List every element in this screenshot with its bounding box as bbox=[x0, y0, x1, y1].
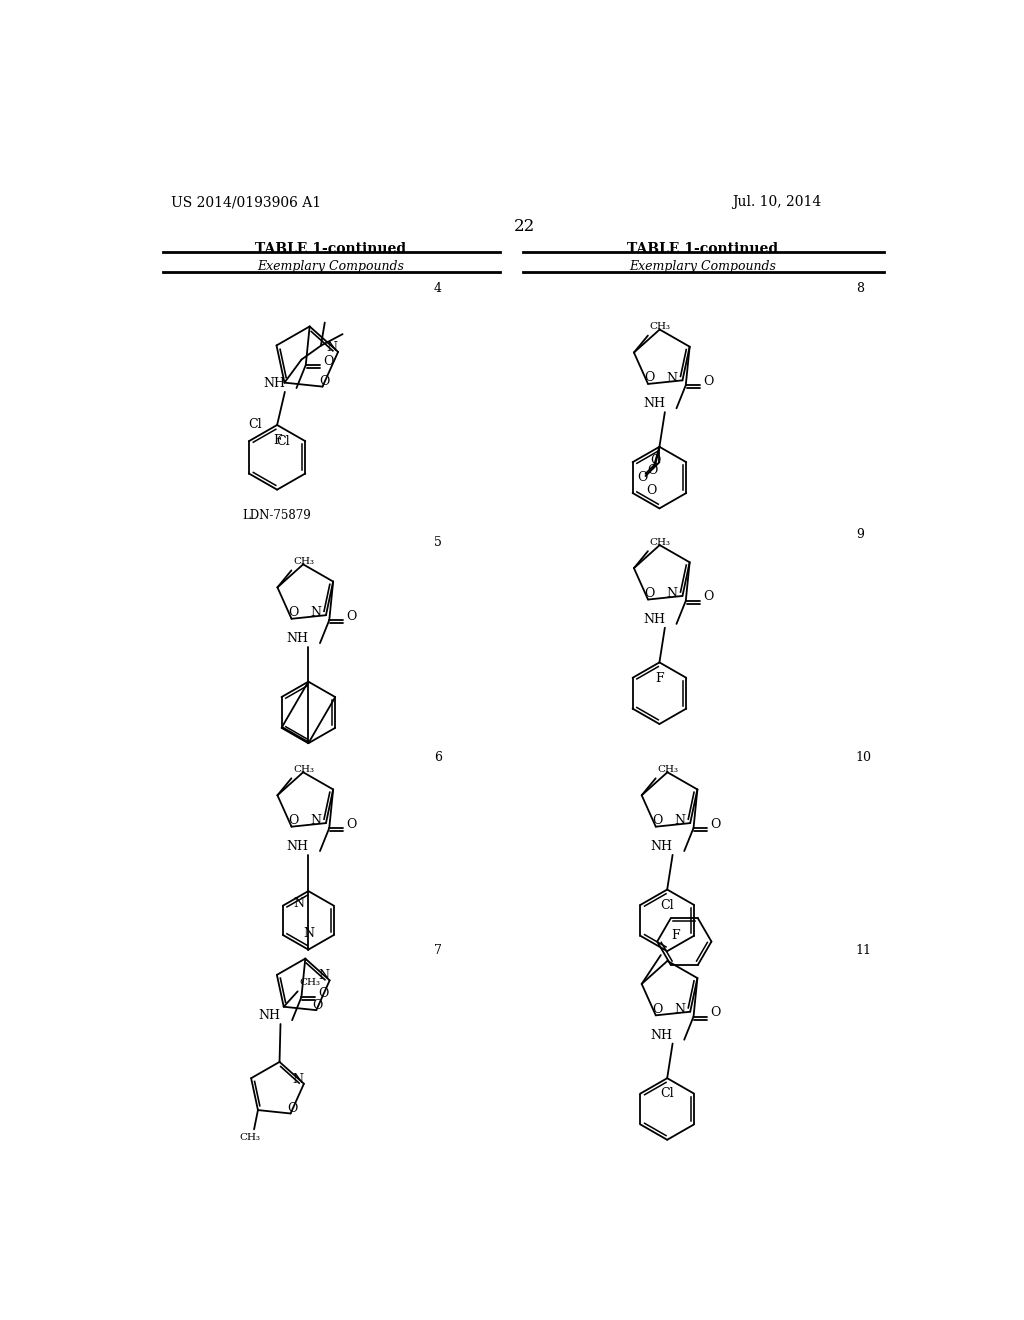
Text: NH: NH bbox=[643, 612, 665, 626]
Text: O: O bbox=[637, 471, 647, 484]
Text: Cl: Cl bbox=[660, 899, 674, 912]
Text: 10: 10 bbox=[855, 751, 871, 764]
Text: N: N bbox=[310, 606, 322, 619]
Text: F: F bbox=[272, 434, 282, 447]
Text: O: O bbox=[318, 375, 330, 388]
Text: N: N bbox=[310, 814, 322, 828]
Text: 4: 4 bbox=[434, 281, 442, 294]
Text: Cl: Cl bbox=[660, 1088, 674, 1101]
Text: N: N bbox=[294, 898, 304, 911]
Text: N: N bbox=[675, 814, 685, 828]
Text: LDN-75879: LDN-75879 bbox=[243, 510, 311, 521]
Text: NH: NH bbox=[650, 1028, 673, 1041]
Text: O: O bbox=[702, 375, 713, 388]
Text: O: O bbox=[647, 463, 657, 477]
Text: NH: NH bbox=[263, 378, 285, 389]
Text: CH₃: CH₃ bbox=[293, 764, 314, 774]
Text: N: N bbox=[292, 1073, 303, 1085]
Text: Exemplary Compounds: Exemplary Compounds bbox=[630, 260, 776, 273]
Text: O: O bbox=[288, 606, 298, 619]
Text: 8: 8 bbox=[856, 281, 864, 294]
Text: O: O bbox=[323, 355, 333, 367]
Text: N: N bbox=[667, 371, 678, 384]
Text: O: O bbox=[652, 814, 663, 828]
Text: O: O bbox=[312, 999, 323, 1012]
Text: NH: NH bbox=[258, 1008, 281, 1022]
Text: N: N bbox=[303, 928, 313, 940]
Text: O: O bbox=[711, 1006, 721, 1019]
Text: 5: 5 bbox=[434, 536, 442, 549]
Text: TABLE 1-continued: TABLE 1-continued bbox=[628, 242, 778, 256]
Text: NH: NH bbox=[650, 840, 673, 853]
Text: TABLE 1-continued: TABLE 1-continued bbox=[255, 242, 407, 256]
Text: NH: NH bbox=[287, 840, 308, 853]
Text: 6: 6 bbox=[434, 751, 442, 764]
Text: Jul. 10, 2014: Jul. 10, 2014 bbox=[732, 195, 821, 210]
Text: O: O bbox=[288, 814, 298, 828]
Text: CH₃: CH₃ bbox=[240, 1133, 261, 1142]
Text: CH₃: CH₃ bbox=[649, 537, 671, 546]
Text: N: N bbox=[675, 1003, 685, 1016]
Text: CH₃: CH₃ bbox=[657, 764, 678, 774]
Text: 11: 11 bbox=[855, 944, 871, 957]
Text: O: O bbox=[702, 590, 713, 603]
Text: O: O bbox=[287, 1102, 297, 1115]
Text: O: O bbox=[346, 610, 356, 623]
Text: O: O bbox=[644, 371, 654, 384]
Text: F: F bbox=[655, 672, 664, 685]
Text: N: N bbox=[667, 587, 678, 601]
Text: 9: 9 bbox=[856, 528, 864, 541]
Text: F: F bbox=[672, 929, 680, 942]
Text: CH₃: CH₃ bbox=[299, 978, 321, 987]
Text: O: O bbox=[318, 987, 329, 999]
Text: Cl: Cl bbox=[248, 418, 261, 432]
Text: 7: 7 bbox=[434, 944, 442, 957]
Text: US 2014/0193906 A1: US 2014/0193906 A1 bbox=[171, 195, 321, 210]
Text: 22: 22 bbox=[514, 218, 536, 235]
Text: Cl: Cl bbox=[276, 434, 290, 447]
Text: Exemplary Compounds: Exemplary Compounds bbox=[258, 260, 404, 273]
Text: NH: NH bbox=[643, 397, 665, 411]
Text: CH₃: CH₃ bbox=[649, 322, 671, 331]
Text: N: N bbox=[318, 969, 329, 982]
Text: NH: NH bbox=[287, 632, 308, 645]
Text: O: O bbox=[650, 454, 660, 467]
Text: O: O bbox=[346, 817, 356, 830]
Text: O: O bbox=[644, 587, 654, 599]
Text: O: O bbox=[652, 1003, 663, 1015]
Text: CH₃: CH₃ bbox=[293, 557, 314, 566]
Text: O: O bbox=[711, 817, 721, 830]
Text: O: O bbox=[646, 483, 656, 496]
Text: N: N bbox=[327, 341, 337, 354]
